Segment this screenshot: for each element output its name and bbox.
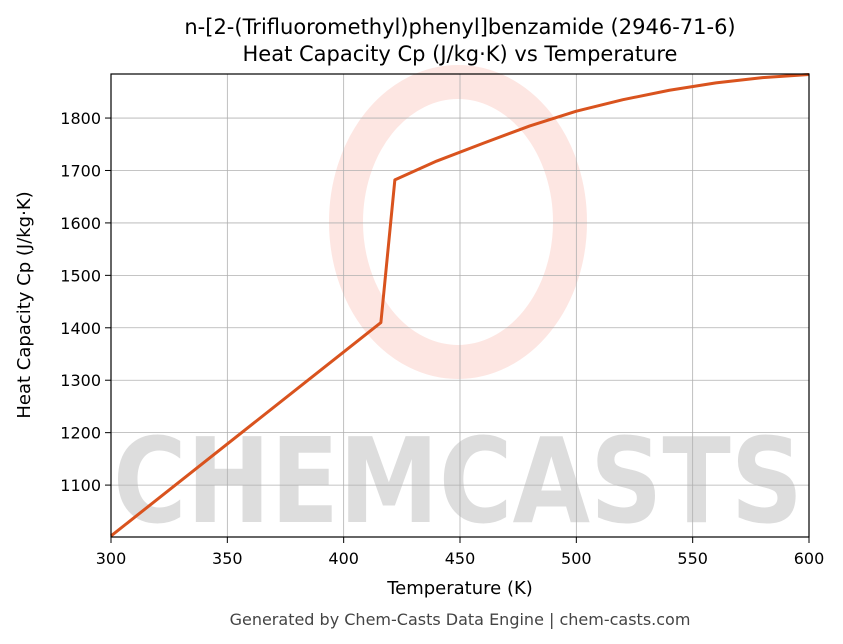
x-tick-label: 450 xyxy=(445,549,476,568)
y-tick-label: 1400 xyxy=(60,319,101,338)
x-tick-label: 300 xyxy=(96,549,127,568)
y-tick-label: 1800 xyxy=(60,109,101,128)
y-tick-label: 1700 xyxy=(60,161,101,180)
x-tick-label: 550 xyxy=(677,549,708,568)
y-tick-label: 1500 xyxy=(60,266,101,285)
footer: Generated by Chem-Casts Data Engine | ch… xyxy=(230,610,691,629)
data-line xyxy=(110,73,810,538)
plot-frame xyxy=(110,73,810,538)
y-tick-label: 1300 xyxy=(60,371,101,390)
chart-title: n-[2-(Trifluoromethyl)phenyl]benzamide (… xyxy=(184,15,735,39)
y-tick-label: 1600 xyxy=(60,214,101,233)
y-tick-label: 1100 xyxy=(60,476,101,495)
watermark: CHEMCASTS xyxy=(113,412,803,550)
x-tick-label: 350 xyxy=(212,549,243,568)
watermark-logo xyxy=(329,65,587,379)
y-tick-label: 1200 xyxy=(60,424,101,443)
x-tick-label: 600 xyxy=(794,549,825,568)
y-axis-label: Heat Capacity Cp (J/kg·K) xyxy=(14,191,35,418)
x-tick-label: 400 xyxy=(328,549,359,568)
chart-subtitle: Heat Capacity Cp (J/kg·K) vs Temperature xyxy=(243,42,678,66)
x-axis-label: Temperature (K) xyxy=(386,578,533,599)
x-tick-label: 500 xyxy=(561,549,592,568)
